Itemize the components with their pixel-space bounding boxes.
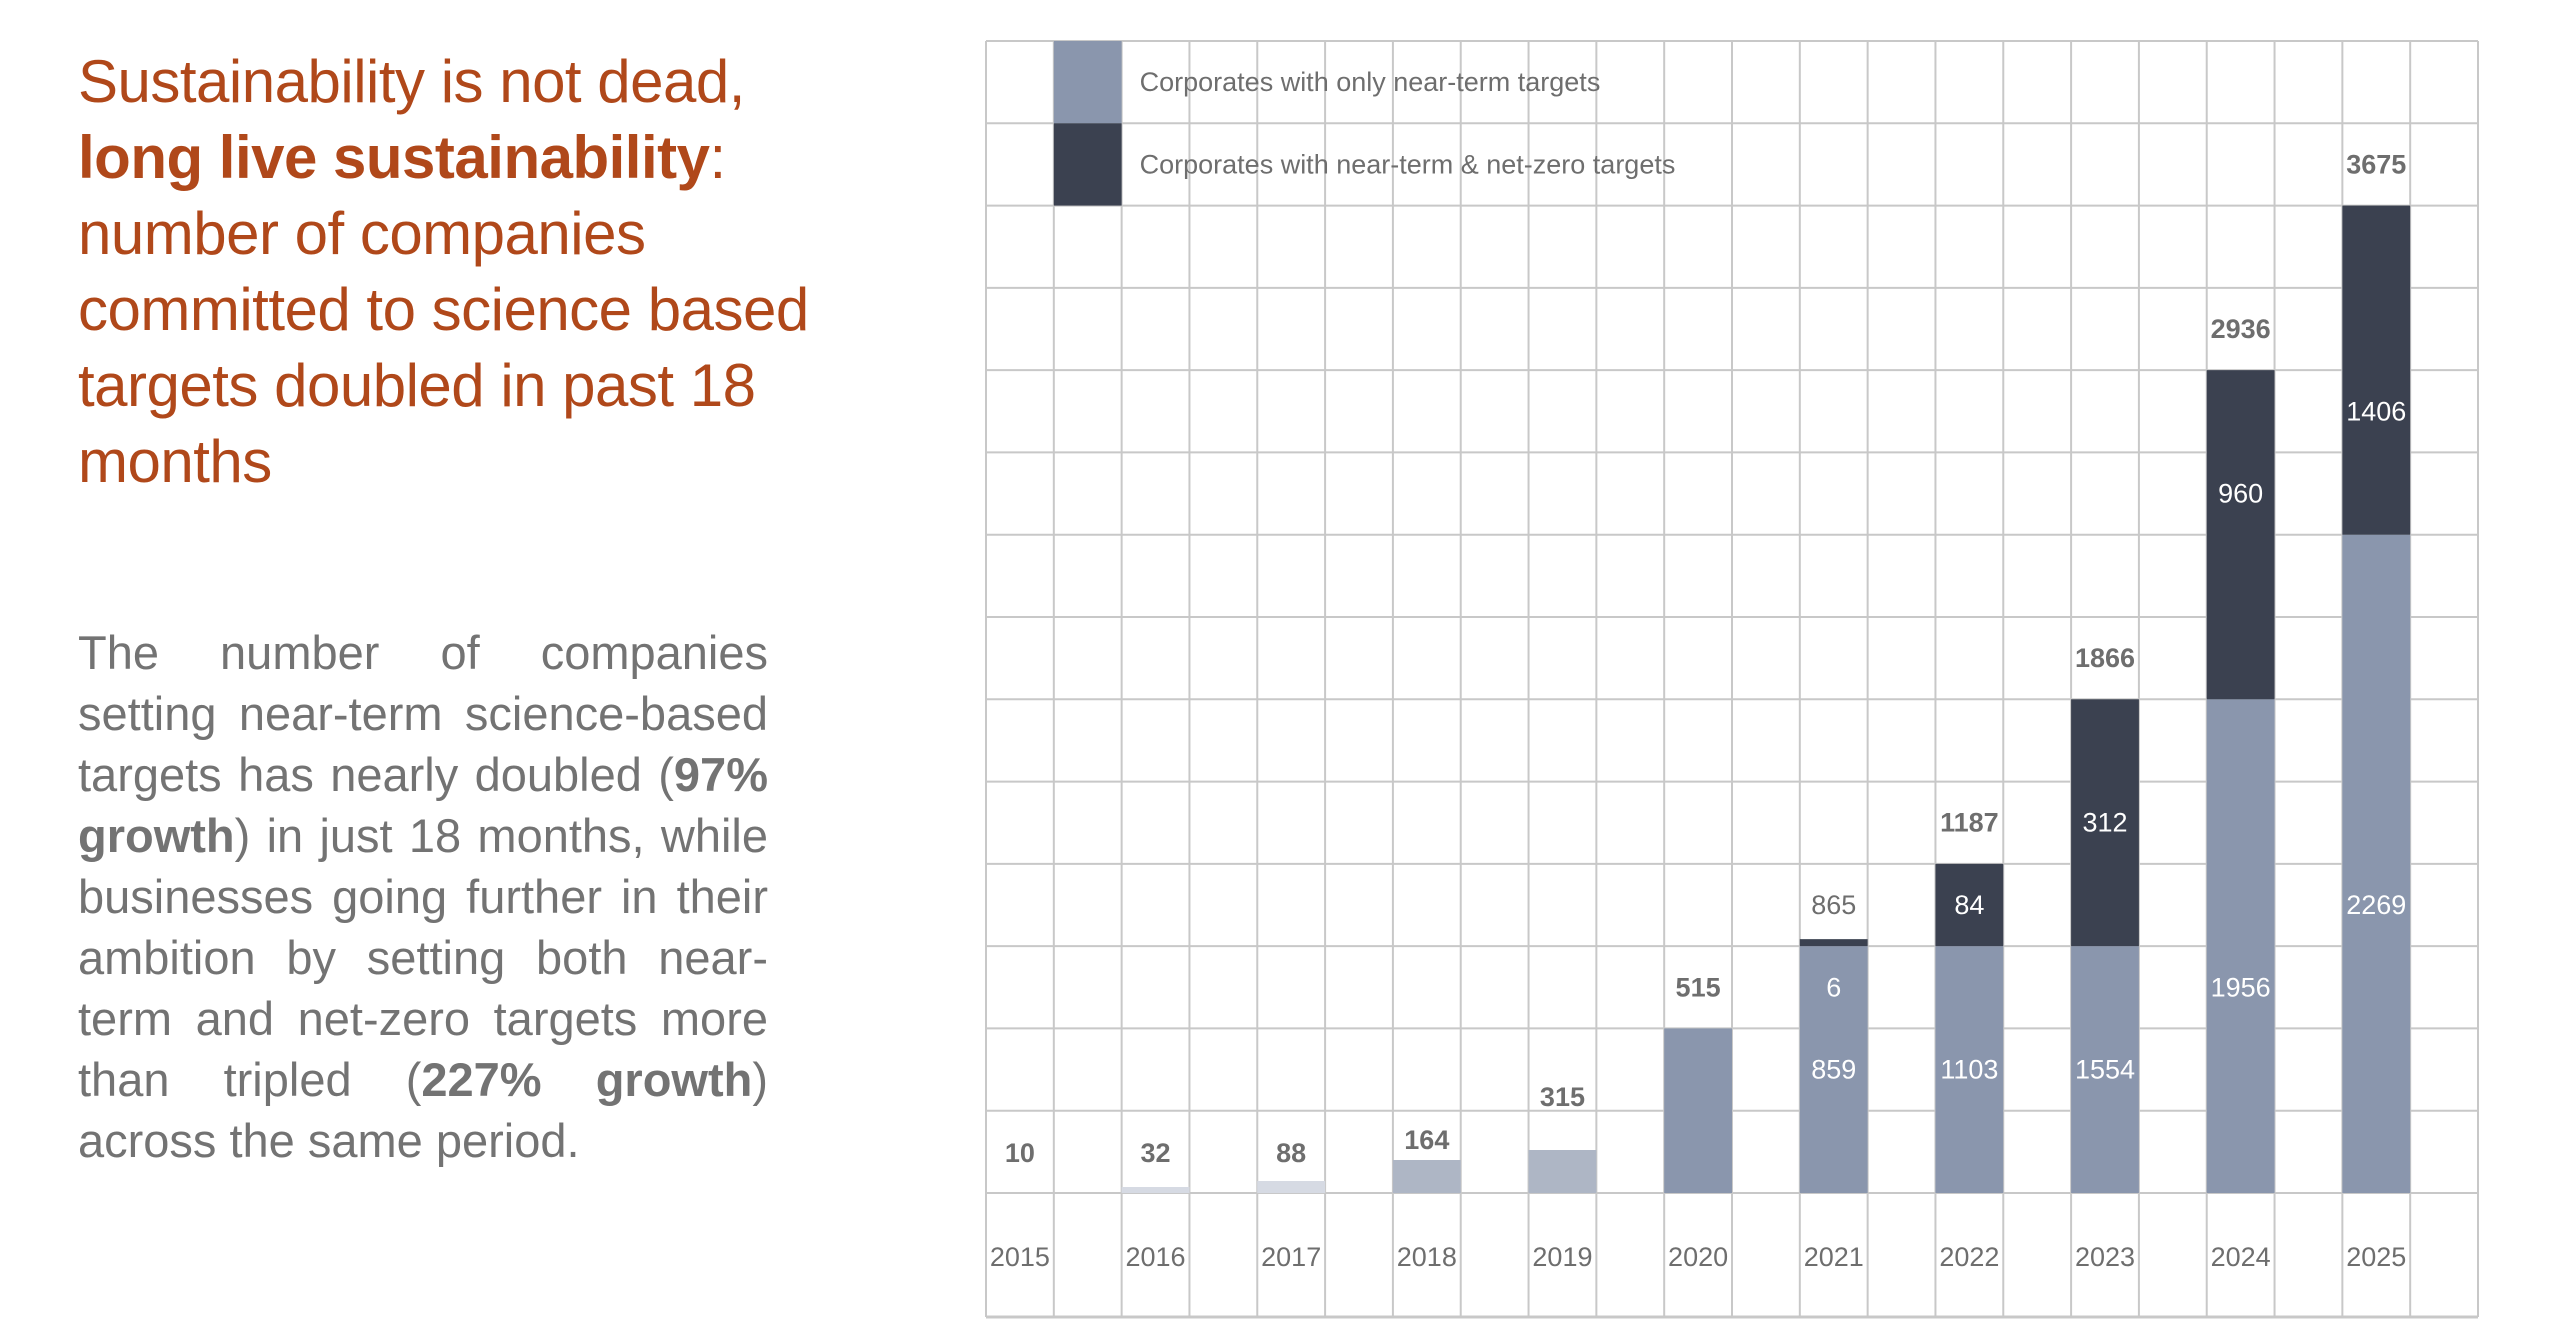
body-highlight-227: 227% growth xyxy=(421,1053,753,1106)
x-tick-label-2020: 2020 xyxy=(1668,1242,1728,1272)
bar-near-term-2018 xyxy=(1392,1160,1461,1193)
headline: Sustainability is not dead, long live sus… xyxy=(78,44,918,500)
x-tick-label-2022: 2022 xyxy=(1939,1242,1999,1272)
headline-bold: long live sustainability xyxy=(78,124,710,191)
x-tick-label-2017: 2017 xyxy=(1261,1242,1321,1272)
total-label-2020: 515 xyxy=(1676,972,1721,1002)
net-zero-label-2022: 84 xyxy=(1954,890,1984,920)
headline-rest: number of companies committed to science… xyxy=(78,200,809,495)
bar-near-term-2023 xyxy=(2071,946,2139,1193)
legend-label-net-zero: Corporates with near-term & net-zero tar… xyxy=(1140,149,1676,179)
bar-near-term-2024 xyxy=(2206,699,2275,1193)
x-tick-label-2025: 2025 xyxy=(2346,1242,2406,1272)
total-label-2015: 10 xyxy=(1005,1138,1035,1168)
total-label-2017: 88 xyxy=(1276,1138,1306,1168)
near-term-label-2022: 1103 xyxy=(1940,1055,1998,1085)
near-term-label-2025: 2269 xyxy=(2346,890,2406,920)
body-text-3: ) across the same period. xyxy=(78,1053,768,1167)
total-label-2024: 2936 xyxy=(2211,314,2271,344)
body-text-1: The number of companies setting near-ter… xyxy=(78,626,768,801)
total-label-2022: 1187 xyxy=(1940,808,1999,838)
bar-net-zero-2022 xyxy=(1935,863,2004,947)
body-text-2: ) in just 18 months, while businesses go… xyxy=(78,809,768,1106)
total-label-2025: 3675 xyxy=(2346,149,2406,179)
net-zero-label-2025: 1406 xyxy=(2346,396,2406,426)
bar-near-term-2022 xyxy=(1935,946,2004,1193)
total-label-2016: 32 xyxy=(1141,1138,1171,1168)
bar-near-term-2021 xyxy=(1799,946,1868,1193)
bar-near-term-2019 xyxy=(1528,1150,1597,1193)
x-tick-label-2023: 2023 xyxy=(2075,1242,2135,1272)
total-label-2018: 164 xyxy=(1404,1125,1449,1155)
bar-near-term-2016 xyxy=(1121,1187,1190,1193)
headline-line1: Sustainability is not dead, xyxy=(78,48,745,115)
total-label-2019: 315 xyxy=(1540,1082,1585,1112)
x-tick-label-2021: 2021 xyxy=(1804,1242,1864,1272)
total-label-2023: 1866 xyxy=(2075,643,2135,673)
net-zero-label-2024: 960 xyxy=(2218,479,2263,509)
bar-net-zero-2023 xyxy=(2071,699,2139,947)
bar-near-term-2020 xyxy=(1664,1028,1732,1193)
net-zero-label-2023: 312 xyxy=(2082,808,2127,838)
x-tick-label-2024: 2024 xyxy=(2211,1242,2271,1272)
bar-net-zero-2021 xyxy=(1799,939,1868,947)
body-highlight-97: 97% growth xyxy=(78,748,768,862)
legend-swatch-net-zero xyxy=(1053,123,1122,206)
near-term-label-2024: 1956 xyxy=(2211,972,2271,1002)
legend-swatch-near-term xyxy=(1053,41,1122,124)
bar-near-term-2017 xyxy=(1257,1181,1326,1193)
x-tick-label-2016: 2016 xyxy=(1126,1242,1186,1272)
x-tick-label-2015: 2015 xyxy=(990,1242,1050,1272)
near-term-label-2021: 859 xyxy=(1811,1055,1856,1085)
x-tick-label-2019: 2019 xyxy=(1532,1242,1592,1272)
total-label-2021: 865 xyxy=(1811,890,1856,920)
x-tick-label-2018: 2018 xyxy=(1397,1242,1457,1272)
near-term-label-2023: 1554 xyxy=(2075,1055,2135,1085)
bar-net-zero-2024 xyxy=(2206,370,2275,700)
legend-label-near-term: Corporates with only near-term targets xyxy=(1140,67,1601,97)
bar-net-zero-2025 xyxy=(2342,205,2411,535)
headline-colon: : xyxy=(709,124,726,191)
bar-near-term-2025 xyxy=(2342,534,2411,1193)
body-paragraph: The number of companies setting near-ter… xyxy=(78,622,768,1171)
net-zero-label-2021: 6 xyxy=(1826,972,1841,1002)
